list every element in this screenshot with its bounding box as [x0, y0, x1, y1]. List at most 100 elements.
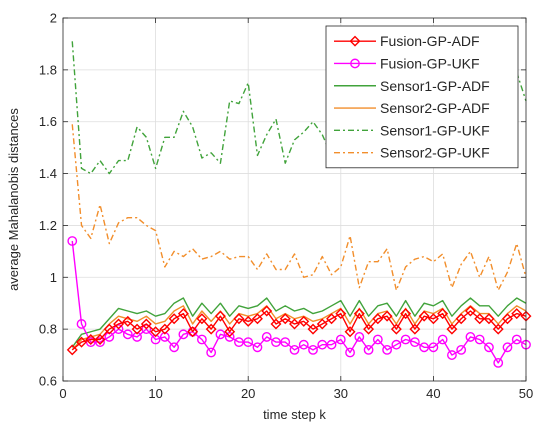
data-point	[446, 323, 458, 335]
data-point	[205, 323, 217, 335]
data-point	[409, 337, 420, 348]
data-point	[317, 339, 328, 350]
data-point	[345, 347, 355, 358]
y-tick-label: 2	[50, 11, 57, 26]
legend-item: Fusion-GP-ADF	[334, 33, 480, 49]
data-point	[501, 313, 513, 325]
data-point	[354, 332, 365, 342]
data-point	[372, 334, 383, 345]
data-point	[261, 332, 272, 342]
data-point	[464, 305, 476, 317]
data-point	[456, 344, 467, 355]
data-point	[326, 313, 338, 325]
data-point	[298, 315, 310, 327]
data-point	[122, 329, 133, 340]
x-axis-label: time step k	[263, 407, 326, 422]
data-point	[159, 323, 171, 335]
data-point	[289, 344, 300, 355]
legend-item: Sensor2-GP-ADF	[334, 100, 490, 116]
data-point	[363, 344, 374, 355]
data-point	[214, 310, 226, 322]
legend-label: Sensor2-GP-UKF	[380, 145, 490, 161]
data-point	[177, 308, 189, 320]
legend-item: Sensor1-GP-ADF	[334, 78, 490, 94]
data-point	[400, 334, 411, 345]
y-tick-label: 1	[50, 270, 57, 285]
data-point	[206, 347, 217, 358]
data-point	[215, 329, 226, 340]
data-point	[391, 339, 402, 350]
legend-item: Sensor2-GP-UKF	[334, 145, 490, 161]
legend-item: Fusion-GP-UKF	[334, 55, 480, 71]
series-line	[71, 240, 527, 364]
data-point	[484, 342, 494, 353]
data-point	[252, 342, 263, 353]
data-point	[224, 326, 236, 338]
data-point	[279, 313, 291, 325]
data-point	[493, 357, 504, 368]
legend-item: Sensor1-GP-UKF	[334, 122, 490, 138]
data-point	[465, 332, 476, 342]
data-point	[131, 323, 143, 335]
y-tick-label: 1.4	[39, 166, 57, 181]
y-axis-label: average Mahalanobis distances	[6, 108, 21, 291]
data-point	[85, 334, 97, 346]
y-tick-label: 1.2	[39, 218, 57, 233]
legend-label: Fusion-GP-ADF	[380, 33, 480, 49]
data-point	[196, 313, 208, 325]
data-point	[428, 342, 439, 353]
data-point	[150, 326, 162, 338]
data-point	[251, 313, 263, 325]
data-point	[76, 336, 88, 348]
data-point	[483, 313, 495, 325]
y-tick-label: 1.6	[39, 114, 57, 129]
data-point	[455, 313, 467, 325]
legend-label: Sensor1-GP-ADF	[380, 78, 490, 94]
data-point	[335, 308, 347, 320]
series-fusion-gp-adf	[66, 305, 532, 356]
series-line	[71, 305, 527, 351]
data-point	[511, 308, 523, 320]
data-point	[363, 323, 375, 335]
data-point	[169, 342, 180, 353]
data-point	[196, 334, 207, 345]
data-point	[427, 313, 439, 325]
data-point	[113, 318, 125, 330]
data-point	[103, 323, 115, 335]
series-sensor2-gp-ukf	[71, 124, 527, 291]
data-point	[372, 313, 384, 325]
data-point	[66, 344, 78, 356]
legend-label: Fusion-GP-UKF	[380, 55, 480, 71]
series-line	[71, 124, 527, 291]
y-tick-label: 1.8	[39, 62, 57, 77]
x-tick-label: 50	[519, 386, 533, 401]
data-point	[390, 323, 402, 335]
data-point	[271, 337, 281, 348]
legend-marker	[350, 58, 360, 69]
data-point	[381, 310, 393, 322]
data-point	[409, 323, 421, 335]
x-tick-label: 0	[59, 386, 66, 401]
x-tick-label: 40	[426, 386, 440, 401]
legend-label: Sensor2-GP-ADF	[380, 100, 490, 116]
data-point	[326, 339, 337, 350]
data-point	[437, 334, 448, 345]
data-point	[502, 342, 513, 353]
data-point	[353, 308, 365, 320]
y-tick-label: 0.6	[39, 374, 57, 389]
legend-marker	[349, 35, 361, 47]
data-point	[308, 344, 318, 355]
series-group	[66, 41, 532, 368]
data-point	[261, 305, 273, 317]
data-point	[419, 342, 430, 353]
data-point	[280, 337, 291, 348]
data-point	[187, 326, 199, 338]
data-point	[307, 323, 319, 335]
data-point	[474, 313, 486, 325]
data-point	[234, 337, 244, 348]
data-point	[76, 319, 87, 329]
x-tick-label: 10	[148, 386, 162, 401]
series-sensor2-gp-adf	[71, 305, 527, 351]
data-point	[94, 334, 106, 346]
